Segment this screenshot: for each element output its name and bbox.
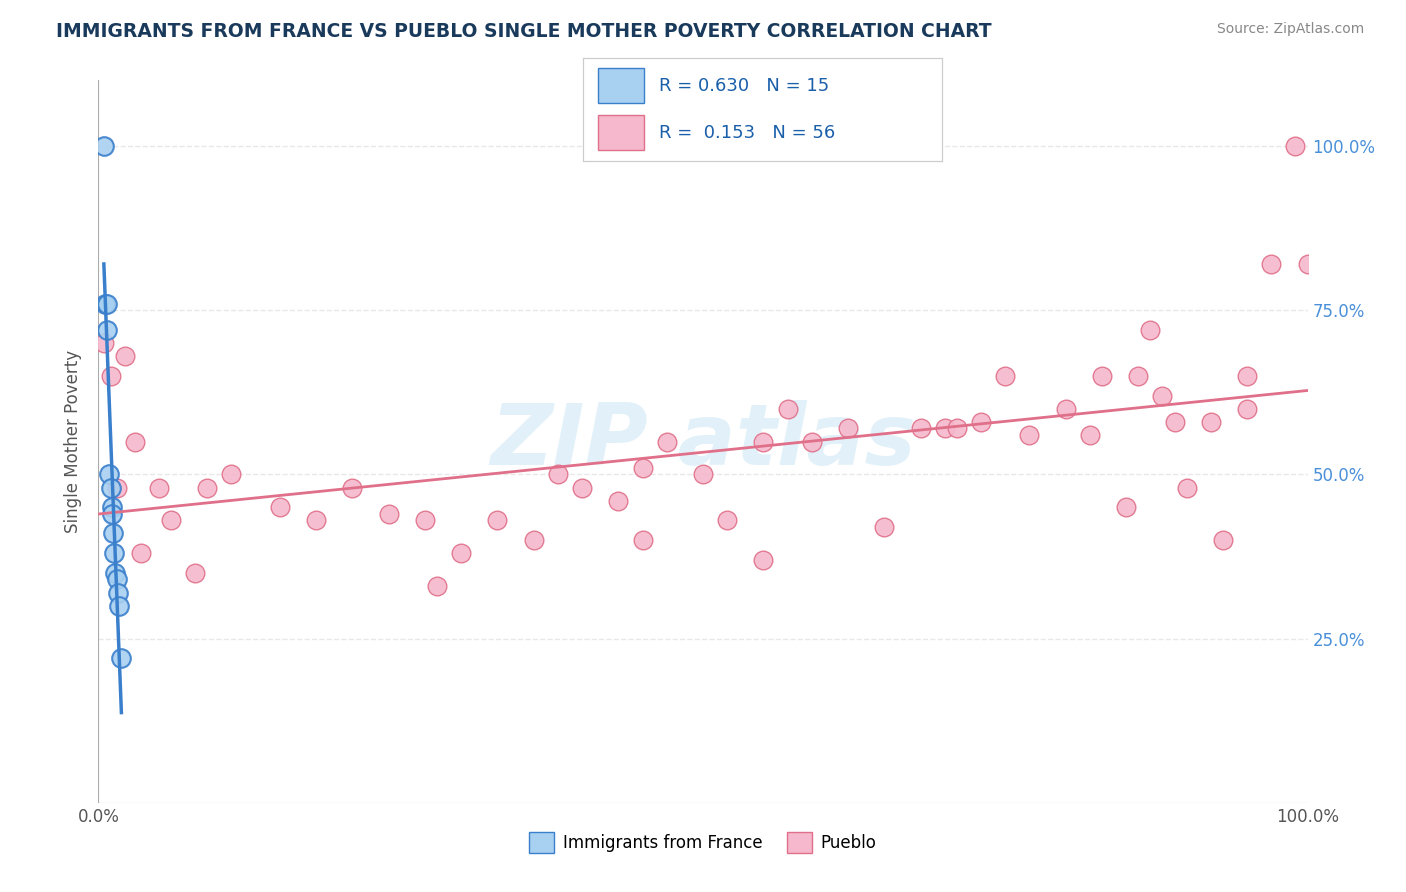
Point xyxy=(195,481,218,495)
Point xyxy=(631,460,654,475)
Point xyxy=(93,139,115,153)
Point xyxy=(101,526,124,541)
Point xyxy=(160,513,183,527)
Text: R =  0.153   N = 56: R = 0.153 N = 56 xyxy=(659,124,835,142)
Point xyxy=(1078,428,1101,442)
Point xyxy=(631,533,654,547)
Point xyxy=(1091,368,1114,383)
Point xyxy=(776,401,799,416)
Point xyxy=(426,579,449,593)
Point xyxy=(1163,415,1185,429)
Point xyxy=(1260,257,1282,271)
Point xyxy=(100,500,122,515)
Point xyxy=(1115,500,1137,515)
Point xyxy=(184,566,207,580)
Point xyxy=(129,546,152,560)
Point xyxy=(103,546,125,560)
Point xyxy=(523,533,546,547)
Point xyxy=(1212,533,1234,547)
Point xyxy=(934,421,956,435)
Point xyxy=(413,513,436,527)
Point xyxy=(873,520,896,534)
Point xyxy=(607,493,630,508)
Point xyxy=(1018,428,1040,442)
Text: IMMIGRANTS FROM FRANCE VS PUEBLO SINGLE MOTHER POVERTY CORRELATION CHART: IMMIGRANTS FROM FRANCE VS PUEBLO SINGLE … xyxy=(56,22,991,41)
Point xyxy=(96,323,118,337)
Point xyxy=(655,434,678,449)
Point xyxy=(305,513,328,527)
Point xyxy=(221,467,243,482)
Point xyxy=(377,507,399,521)
Point xyxy=(94,296,117,310)
Point xyxy=(148,481,170,495)
Point xyxy=(1236,401,1258,416)
Point xyxy=(486,513,509,527)
Bar xyxy=(598,69,644,103)
Point xyxy=(100,368,122,383)
Point xyxy=(752,434,775,449)
Point xyxy=(946,421,969,435)
Point xyxy=(105,573,128,587)
Point xyxy=(716,513,738,527)
Point xyxy=(110,651,132,665)
Point xyxy=(1236,368,1258,383)
Point xyxy=(1128,368,1150,383)
Point xyxy=(108,599,131,613)
Point xyxy=(1054,401,1077,416)
Point xyxy=(96,296,118,310)
Point xyxy=(970,415,993,429)
Point xyxy=(269,500,291,515)
Point xyxy=(547,467,569,482)
Point xyxy=(1284,139,1306,153)
Point xyxy=(114,349,136,363)
Point xyxy=(450,546,472,560)
Point xyxy=(97,467,120,482)
Point xyxy=(1152,388,1174,402)
Text: Source: ZipAtlas.com: Source: ZipAtlas.com xyxy=(1216,22,1364,37)
Point xyxy=(101,507,124,521)
Text: ZIP atlas: ZIP atlas xyxy=(491,400,915,483)
Point xyxy=(124,434,146,449)
Point xyxy=(100,481,122,495)
Point xyxy=(994,368,1017,383)
Point xyxy=(104,566,127,580)
Point xyxy=(910,421,932,435)
Point xyxy=(1139,323,1161,337)
Point xyxy=(692,467,714,482)
Point xyxy=(571,481,593,495)
Point xyxy=(93,336,115,351)
Point xyxy=(1296,257,1319,271)
Point xyxy=(105,481,128,495)
Point xyxy=(1199,415,1222,429)
Bar xyxy=(598,115,644,150)
Y-axis label: Single Mother Poverty: Single Mother Poverty xyxy=(65,350,83,533)
Point xyxy=(107,585,129,599)
Point xyxy=(1175,481,1198,495)
Point xyxy=(752,553,775,567)
Point xyxy=(800,434,823,449)
Point xyxy=(342,481,364,495)
Legend: Immigrants from France, Pueblo: Immigrants from France, Pueblo xyxy=(523,826,883,860)
Text: R = 0.630   N = 15: R = 0.630 N = 15 xyxy=(659,77,830,95)
Point xyxy=(837,421,859,435)
